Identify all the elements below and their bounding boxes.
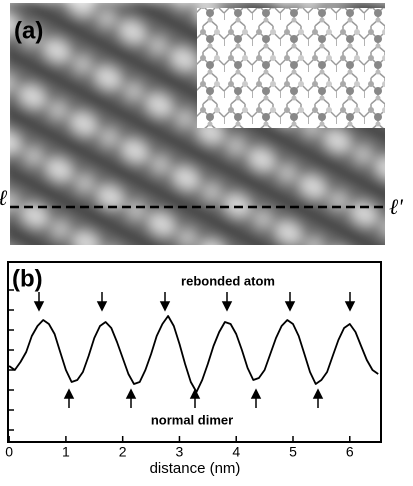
line-label: ℓ	[0, 185, 8, 210]
x-tick-label: 5	[289, 444, 297, 460]
figure: (a) ℓ ℓ' (b) rebonded atom normal dimer …	[0, 0, 413, 481]
annotation: normal dimer	[151, 412, 233, 427]
annotation: rebonded atom	[181, 273, 275, 288]
x-tick-label: 3	[176, 444, 184, 460]
line-label: ℓ'	[389, 194, 403, 219]
x-tick-label: 6	[346, 444, 354, 460]
inset-structure	[197, 8, 385, 128]
panel-label: (a)	[14, 17, 43, 44]
x-tick-label: 1	[62, 444, 70, 460]
x-tick-label: 2	[119, 444, 127, 460]
stm-image	[0, 0, 413, 260]
profile-line	[9, 316, 378, 392]
panel-label: (b)	[12, 265, 43, 292]
x-tick-label: 0	[5, 444, 13, 460]
arrows	[35, 292, 354, 408]
x-axis-label: distance (nm)	[150, 460, 241, 477]
x-tick-label: 4	[232, 444, 240, 460]
